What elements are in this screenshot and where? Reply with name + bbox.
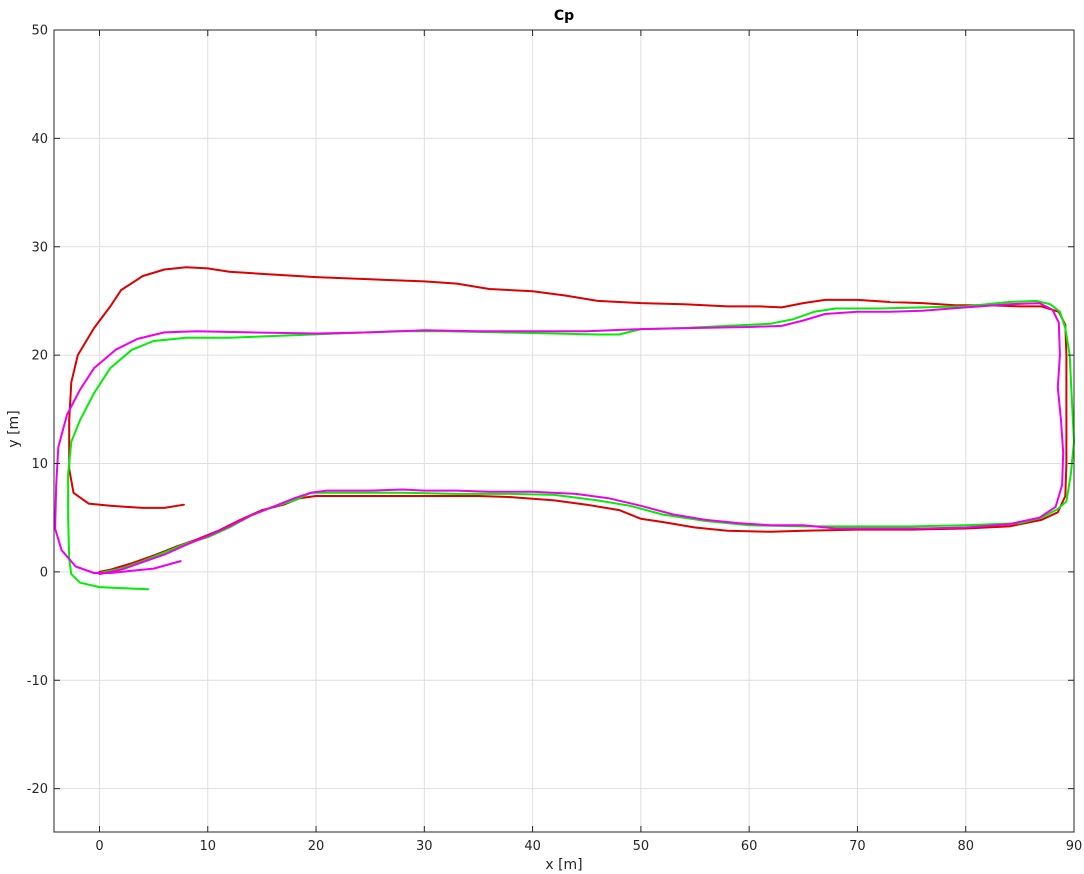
y-tick-label: -10 [27, 674, 48, 689]
y-axis-label: y [m] [6, 410, 22, 447]
x-tick-label: 90 [1066, 839, 1083, 854]
x-tick-label: 70 [849, 839, 866, 854]
x-tick-label: 60 [741, 839, 758, 854]
x-axis-label: x [m] [545, 857, 582, 873]
plot-frame [53, 29, 1075, 833]
plot-area [54, 30, 1074, 832]
y-tick-label: 40 [31, 132, 48, 147]
y-tick-label: 10 [31, 457, 48, 472]
x-tick-label: 50 [633, 839, 650, 854]
y-tick-label: -20 [27, 782, 48, 797]
y-tick-label: 50 [31, 24, 48, 39]
chart-title: Cp [554, 8, 574, 24]
x-tick-label: 20 [308, 839, 325, 854]
series-lines [54, 266, 1075, 591]
x-tick-label: 80 [957, 839, 974, 854]
series-line-3 [54, 302, 1065, 576]
series-line-1 [68, 266, 1068, 573]
x-tick-label: 40 [524, 839, 541, 854]
y-tick-label: 30 [31, 240, 48, 255]
series-line-2 [67, 299, 1075, 591]
x-tick-label: 30 [416, 839, 433, 854]
x-tick-label: 10 [199, 839, 216, 854]
y-tick-label: 20 [31, 349, 48, 364]
axis-ticks: 0 10 20 30 40 50 60 70 80 90 -20 -10 0 10 20 30 40 50 [27, 24, 1083, 855]
y-tick-label: 0 [40, 565, 48, 580]
x-tick-label: 0 [95, 839, 103, 854]
